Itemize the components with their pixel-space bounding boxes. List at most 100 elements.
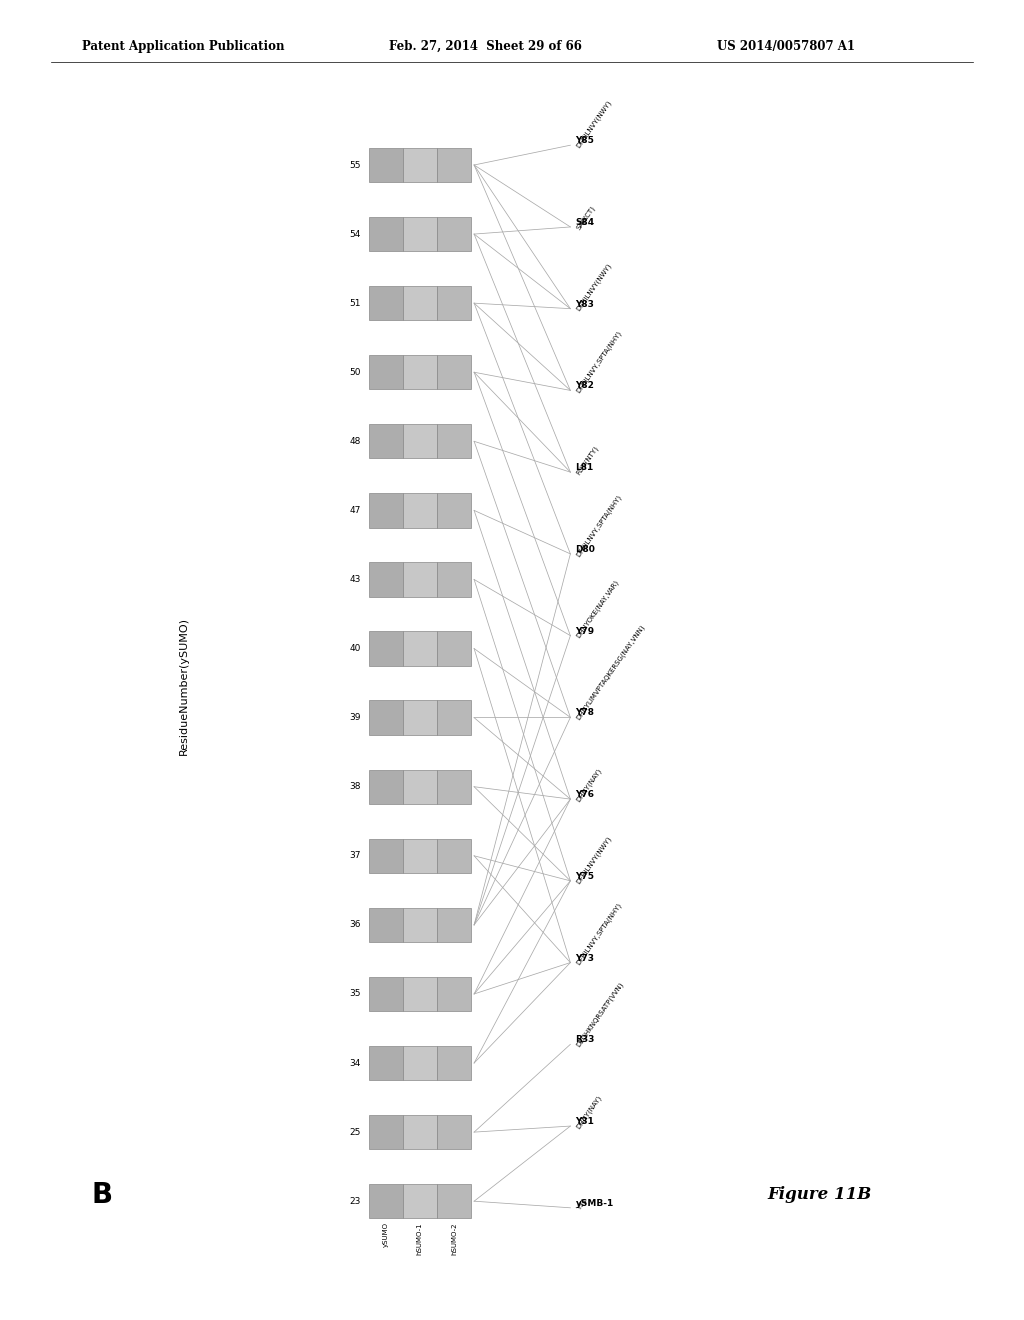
Text: Y75: Y75 bbox=[575, 871, 595, 880]
Text: 34: 34 bbox=[349, 1059, 360, 1068]
Text: Y31: Y31 bbox=[575, 1197, 588, 1212]
Text: 51: 51 bbox=[349, 298, 360, 308]
Bar bbox=[402, 631, 437, 665]
Text: 50: 50 bbox=[349, 368, 360, 376]
Text: 23: 23 bbox=[349, 1197, 360, 1205]
Bar bbox=[402, 908, 437, 942]
Text: 37: 37 bbox=[349, 851, 360, 861]
Bar bbox=[402, 494, 437, 528]
Bar bbox=[369, 838, 402, 873]
Text: Figure 11B: Figure 11B bbox=[767, 1187, 871, 1203]
Bar bbox=[402, 148, 437, 182]
Bar bbox=[402, 562, 437, 597]
Text: 39: 39 bbox=[349, 713, 360, 722]
Bar bbox=[402, 216, 437, 251]
Bar bbox=[369, 701, 402, 735]
Bar bbox=[402, 424, 437, 458]
Text: ySMB-1: ySMB-1 bbox=[575, 1199, 613, 1208]
Bar bbox=[437, 977, 471, 1011]
Bar bbox=[369, 1045, 402, 1080]
Bar bbox=[369, 908, 402, 942]
Bar bbox=[369, 770, 402, 804]
Bar bbox=[437, 908, 471, 942]
Text: DFHILNVY,SPTA(NHY): DFHILNVY,SPTA(NHY) bbox=[575, 330, 624, 395]
Text: DFHILNVY(NWY): DFHILNVY(NWY) bbox=[575, 99, 613, 149]
Text: ResidueNumber(ySUMO): ResidueNumber(ySUMO) bbox=[179, 618, 189, 755]
Text: 47: 47 bbox=[349, 506, 360, 515]
Text: ySUMO: ySUMO bbox=[383, 1222, 389, 1247]
Text: hSUMO-2: hSUMO-2 bbox=[451, 1222, 457, 1255]
Text: 25: 25 bbox=[349, 1127, 360, 1137]
Text: Y76: Y76 bbox=[575, 791, 595, 799]
Bar bbox=[402, 1045, 437, 1080]
Bar bbox=[369, 286, 402, 321]
Bar bbox=[437, 770, 471, 804]
Text: R33: R33 bbox=[575, 1035, 595, 1044]
Bar bbox=[402, 977, 437, 1011]
Bar bbox=[402, 701, 437, 735]
Bar bbox=[402, 286, 437, 321]
Bar bbox=[437, 1045, 471, 1080]
Bar bbox=[437, 494, 471, 528]
Text: FLIV(NTY): FLIV(NTY) bbox=[575, 445, 600, 477]
Text: DFHILNVY,SPTA(NHY): DFHILNVY,SPTA(NHY) bbox=[575, 494, 624, 557]
Bar bbox=[437, 148, 471, 182]
Bar bbox=[369, 355, 402, 389]
Text: 55: 55 bbox=[349, 161, 360, 169]
Text: Y73: Y73 bbox=[575, 953, 595, 962]
Bar bbox=[402, 355, 437, 389]
Bar bbox=[437, 1115, 471, 1150]
Bar bbox=[437, 424, 471, 458]
Text: US 2014/0057807 A1: US 2014/0057807 A1 bbox=[717, 40, 855, 53]
Text: DFHILNVY,SPTA(NHY): DFHILNVY,SPTA(NHY) bbox=[575, 902, 624, 966]
Bar bbox=[369, 494, 402, 528]
Bar bbox=[369, 424, 402, 458]
Text: DHNYLIMVPTAQKERSG(NAY,VNN): DHNYLIMVPTAQKERSG(NAY,VNN) bbox=[575, 623, 646, 721]
Bar bbox=[402, 770, 437, 804]
Text: 48: 48 bbox=[349, 437, 360, 446]
Bar bbox=[402, 838, 437, 873]
Bar bbox=[437, 1184, 471, 1218]
Bar bbox=[369, 631, 402, 665]
Text: DFHILNVY(NWY): DFHILNVY(NWY) bbox=[575, 834, 613, 884]
Text: hSUMO-1: hSUMO-1 bbox=[417, 1222, 423, 1255]
Bar bbox=[369, 1115, 402, 1150]
Text: D80: D80 bbox=[575, 545, 595, 554]
Text: B: B bbox=[92, 1180, 113, 1209]
Text: 36: 36 bbox=[349, 920, 360, 929]
Text: Y82: Y82 bbox=[575, 381, 594, 391]
Bar bbox=[437, 631, 471, 665]
Bar bbox=[402, 1115, 437, 1150]
Text: Y85: Y85 bbox=[575, 136, 594, 145]
Bar bbox=[369, 216, 402, 251]
Text: DHNYOKE(NAY,VAR): DHNYOKE(NAY,VAR) bbox=[575, 579, 621, 639]
Bar bbox=[369, 562, 402, 597]
Text: SA(KCT): SA(KCT) bbox=[575, 205, 597, 231]
Bar bbox=[369, 1184, 402, 1218]
Bar bbox=[437, 701, 471, 735]
Bar bbox=[369, 977, 402, 1011]
Text: Y79: Y79 bbox=[575, 627, 595, 636]
Text: 38: 38 bbox=[349, 783, 360, 791]
Text: L81: L81 bbox=[575, 463, 594, 473]
Bar bbox=[369, 148, 402, 182]
Text: DHNY(NAY): DHNY(NAY) bbox=[575, 1094, 603, 1130]
Text: 43: 43 bbox=[349, 576, 360, 583]
Text: Y78: Y78 bbox=[575, 709, 595, 717]
Text: S84: S84 bbox=[575, 218, 595, 227]
Bar bbox=[402, 1184, 437, 1218]
Text: Feb. 27, 2014  Sheet 29 of 66: Feb. 27, 2014 Sheet 29 of 66 bbox=[389, 40, 582, 53]
Text: Y83: Y83 bbox=[575, 300, 594, 309]
Text: 35: 35 bbox=[349, 990, 360, 998]
Text: 40: 40 bbox=[349, 644, 360, 653]
Text: 54: 54 bbox=[349, 230, 360, 239]
Text: DHNY(NAY): DHNY(NAY) bbox=[575, 767, 603, 803]
Text: Y31: Y31 bbox=[575, 1117, 594, 1126]
Bar bbox=[437, 216, 471, 251]
Bar bbox=[437, 355, 471, 389]
Bar bbox=[437, 838, 471, 873]
Text: Patent Application Publication: Patent Application Publication bbox=[82, 40, 285, 53]
Bar bbox=[437, 562, 471, 597]
Text: DEGHKNQRSATP(VVN): DEGHKNQRSATP(VVN) bbox=[575, 981, 626, 1048]
Text: DFHILNVY(NWY): DFHILNVY(NWY) bbox=[575, 263, 613, 313]
